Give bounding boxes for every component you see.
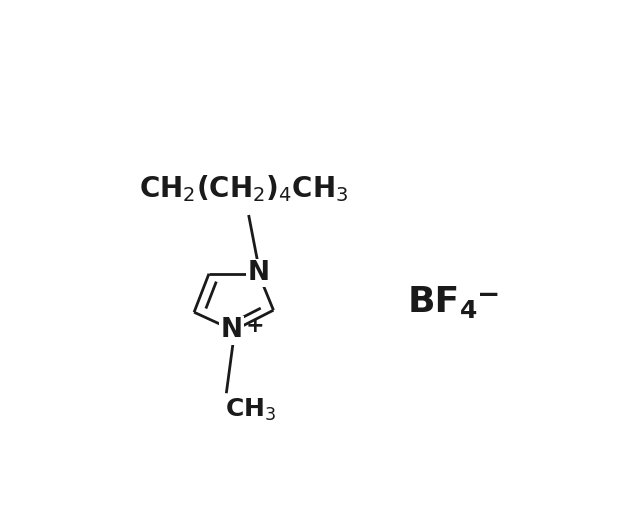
Text: −: −: [477, 281, 500, 309]
Text: CH$_2$(CH$_2$)$_4$CH$_3$: CH$_2$(CH$_2$)$_4$CH$_3$: [139, 173, 348, 204]
Text: N: N: [248, 260, 269, 286]
Text: 4: 4: [460, 299, 477, 323]
Text: N: N: [220, 317, 243, 343]
Text: +: +: [245, 316, 264, 336]
Text: CH$_3$: CH$_3$: [225, 396, 276, 422]
Text: BF: BF: [408, 285, 460, 319]
